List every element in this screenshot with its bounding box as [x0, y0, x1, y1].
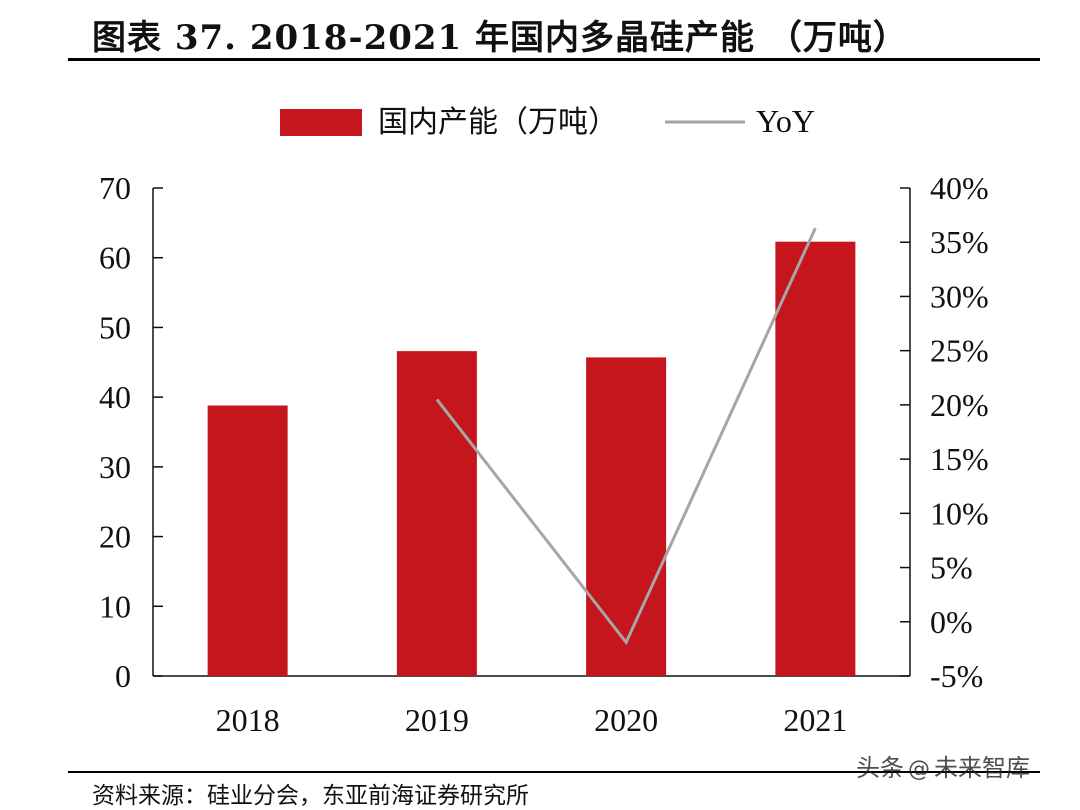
legend-line-label: YoY — [756, 103, 815, 139]
right-tick-label: 0% — [930, 604, 973, 640]
x-tick-label: 2018 — [216, 702, 280, 738]
left-tick-label: 50 — [99, 309, 131, 345]
x-tick-label: 2021 — [783, 702, 847, 738]
right-tick-label: 40% — [930, 170, 989, 206]
right-tick-label: 20% — [930, 387, 989, 423]
left-tick-label: 10 — [99, 588, 131, 624]
chart: 国内产能（万吨） YoY 0 10 20 30 40 50 60 70 -5% 0% 5% 10% 15%… — [0, 0, 1080, 770]
left-tick-label: 40 — [99, 379, 131, 415]
bar-series — [208, 242, 856, 676]
left-tick-label: 60 — [99, 240, 131, 276]
left-tick-label: 70 — [99, 170, 131, 206]
right-tick-label: 30% — [930, 278, 989, 314]
watermark-prefix: 头条 — [856, 754, 904, 782]
source-note: 资料来源：硅业分会，东亚前海证券研究所 — [92, 776, 529, 810]
at-icon: @ — [908, 757, 930, 782]
legend: 国内产能（万吨） YoY — [280, 103, 815, 139]
bar-2021 — [775, 242, 855, 676]
left-tick-label: 0 — [115, 658, 131, 694]
left-tick-label: 30 — [99, 449, 131, 485]
bar-2018 — [208, 406, 288, 676]
x-tick-label: 2019 — [405, 702, 469, 738]
right-tick-label: 25% — [930, 333, 989, 369]
right-tick-label: 35% — [930, 224, 989, 260]
watermark-text: 未来智库 — [934, 754, 1030, 782]
legend-bar-swatch — [280, 109, 362, 136]
right-tick-label: -5% — [930, 658, 983, 694]
right-tick-label: 5% — [930, 550, 973, 586]
right-tick-label: 10% — [930, 495, 989, 531]
left-tick-label: 20 — [99, 519, 131, 555]
legend-bar-label: 国内产能（万吨） — [378, 106, 618, 139]
bar-2020 — [586, 357, 666, 676]
x-tick-label: 2020 — [594, 702, 658, 738]
watermark: 头条@未来智库 — [856, 748, 1030, 783]
right-tick-label: 15% — [930, 441, 989, 477]
